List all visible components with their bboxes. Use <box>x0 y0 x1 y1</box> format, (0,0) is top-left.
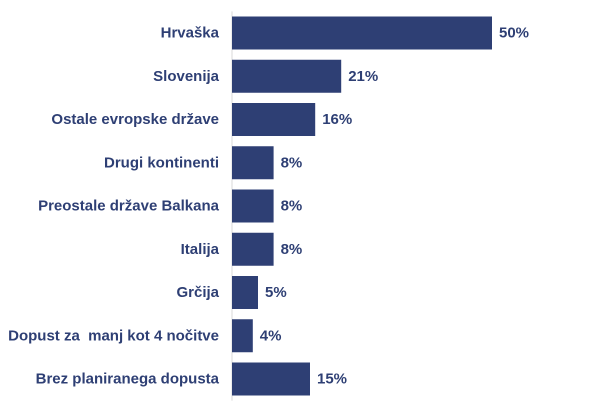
category-label: Brez planiranega dopusta <box>36 371 220 388</box>
bar <box>232 232 274 266</box>
category-label: Preostale države Balkana <box>38 198 220 215</box>
bar <box>232 276 258 309</box>
category-label: Grčija <box>176 284 219 301</box>
bar <box>232 146 274 180</box>
value-label: 16% <box>322 111 352 128</box>
bar <box>232 362 310 396</box>
bar <box>232 16 492 50</box>
category-label: Dopust za manj kot 4 nočitve <box>8 327 219 344</box>
value-label: 5% <box>265 284 287 301</box>
value-label: 4% <box>260 327 282 344</box>
bar <box>232 189 274 223</box>
category-label: Italija <box>181 241 220 258</box>
bar <box>232 59 342 93</box>
value-label: 8% <box>281 198 303 215</box>
category-label: Hrvaška <box>161 25 220 42</box>
category-label: Drugi kontinenti <box>104 154 219 171</box>
category-label: Slovenija <box>153 68 220 85</box>
value-label: 8% <box>281 241 303 258</box>
bar <box>232 103 316 136</box>
value-label: 21% <box>348 68 378 85</box>
bars-layer <box>232 16 492 396</box>
category-label: Ostale evropske države <box>51 111 219 128</box>
bar <box>232 319 253 353</box>
value-label: 50% <box>499 25 529 42</box>
labels-layer: Hrvaška 50% Slovenija 21% Ostale evropske dr… <box>8 25 529 388</box>
value-label: 8% <box>281 154 303 171</box>
value-label: 15% <box>317 371 347 388</box>
